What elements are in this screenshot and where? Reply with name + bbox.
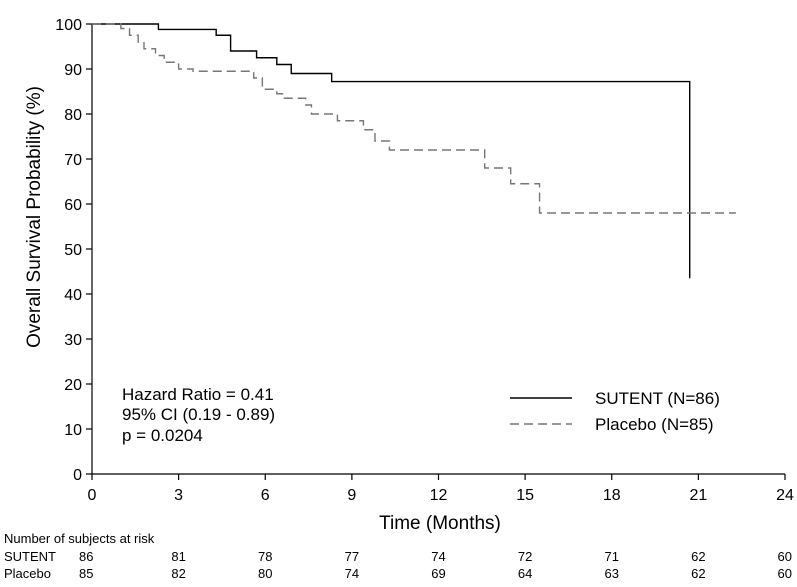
y-tick-label: 50 [64, 242, 82, 259]
risk-counts: 86 81 78 77 74 72 71 62 60 85 82 80 74 69 64 63 62 60 [79, 549, 792, 581]
risk-count-placebo: 62 [691, 566, 705, 581]
risk-count-sutent: 72 [518, 549, 532, 564]
sutent-survival-curve [92, 23, 691, 279]
risk-count-sutent: 78 [258, 549, 272, 564]
legend: SUTENT (N=86) Placebo (N=85) [510, 389, 720, 434]
x-tick-label: 18 [603, 487, 621, 504]
x-axis-title: Time (Months) [379, 513, 501, 534]
y-tick-label: 80 [64, 107, 82, 124]
hazard-ratio-text: Hazard Ratio = 0.41 [122, 385, 274, 404]
y-tick-label: 10 [64, 422, 82, 439]
risk-count-placebo: 85 [79, 566, 93, 581]
y-tick-label: 0 [73, 467, 82, 484]
legend-sutent-label: SUTENT (N=86) [595, 389, 720, 408]
legend-placebo-label: Placebo (N=85) [595, 415, 714, 434]
y-tick-label: 20 [64, 377, 82, 394]
risk-count-sutent: 62 [691, 549, 705, 564]
risk-count-sutent: 81 [171, 549, 185, 564]
y-ticks: 0 10 20 30 40 50 60 70 80 90 100 [55, 17, 92, 484]
risk-count-placebo: 63 [605, 566, 619, 581]
risk-row-label-sutent: SUTENT [4, 549, 56, 564]
p-value-text: p = 0.0204 [122, 426, 203, 445]
risk-count-sutent: 77 [345, 549, 359, 564]
x-tick-label: 0 [88, 487, 97, 504]
risk-count-placebo: 60 [778, 566, 792, 581]
risk-count-sutent: 86 [79, 549, 93, 564]
risk-count-placebo: 64 [518, 566, 532, 581]
y-axis-title: Overall Survival Probability (%) [24, 86, 45, 348]
x-tick-label: 12 [430, 487, 448, 504]
risk-row-label-placebo: Placebo [4, 566, 51, 581]
y-tick-label: 100 [55, 17, 82, 34]
risk-count-sutent: 71 [605, 549, 619, 564]
x-tick-label: 6 [261, 487, 270, 504]
y-tick-label: 90 [64, 62, 82, 79]
x-ticks: 0 3 6 9 12 15 18 21 24 [88, 474, 794, 504]
risk-table-title: Number of subjects at risk [4, 531, 155, 546]
y-tick-label: 40 [64, 287, 82, 304]
risk-count-sutent: 74 [431, 549, 445, 564]
y-tick-label: 70 [64, 152, 82, 169]
y-tick-label: 60 [64, 197, 82, 214]
risk-count-sutent: 60 [778, 549, 792, 564]
x-tick-label: 3 [174, 487, 183, 504]
y-tick-label: 30 [64, 332, 82, 349]
confidence-interval-text: 95% CI (0.19 - 0.89) [122, 405, 275, 424]
series-layer [92, 23, 736, 279]
x-tick-label: 21 [689, 487, 707, 504]
risk-count-placebo: 74 [345, 566, 359, 581]
risk-count-placebo: 80 [258, 566, 272, 581]
risk-count-placebo: 69 [431, 566, 445, 581]
x-tick-label: 15 [516, 487, 534, 504]
risk-count-placebo: 82 [171, 566, 185, 581]
x-tick-label: 24 [776, 487, 794, 504]
x-tick-label: 9 [347, 487, 356, 504]
placebo-survival-curve [92, 23, 736, 214]
